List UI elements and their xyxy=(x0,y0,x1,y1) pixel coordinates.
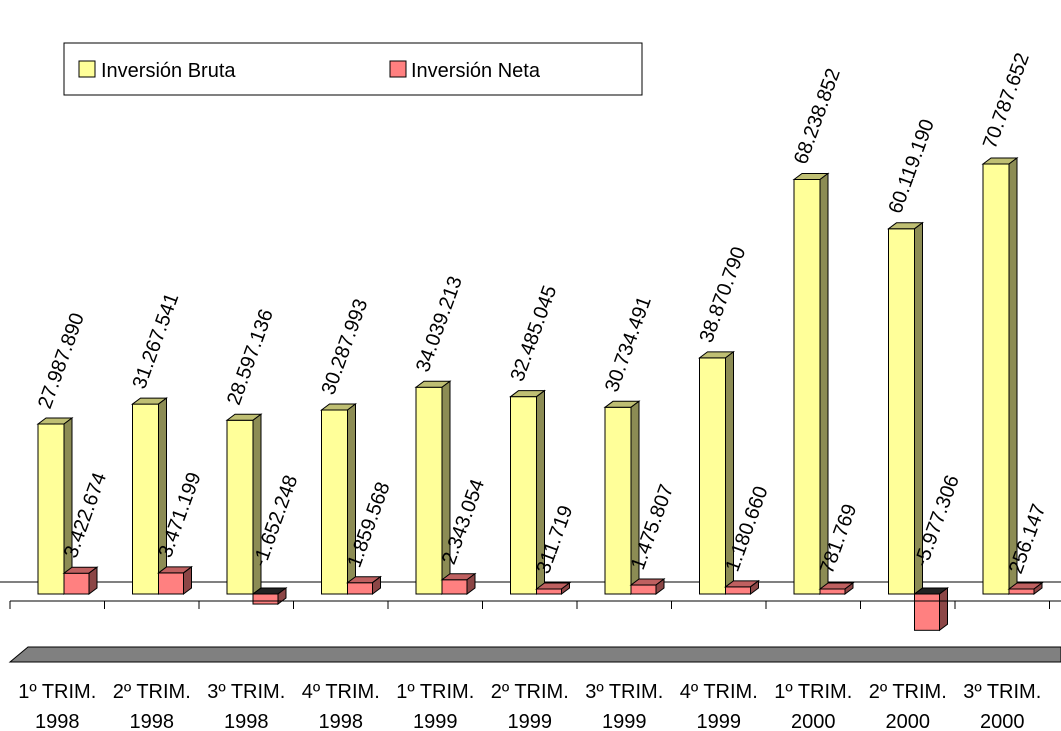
legend-box xyxy=(63,42,643,96)
bar-neta-4 xyxy=(440,572,477,595)
bar-neta-0 xyxy=(62,566,99,595)
x-tick-label-3: 4º TRIM. xyxy=(302,681,380,703)
value-label-bruta-9: 60.119.190 xyxy=(885,116,939,216)
x-tick-year-4: 1999 xyxy=(413,711,458,731)
bar-bruta-6 xyxy=(603,400,641,595)
bar-neta-6 xyxy=(629,578,666,595)
x-tick-label-5: 2º TRIM. xyxy=(491,681,569,703)
value-label-bruta-10: 70.787.652 xyxy=(979,50,1034,152)
floor-platform xyxy=(8,646,1061,663)
value-label-bruta-1: 31.267.541 xyxy=(129,290,184,392)
bar-neta-9 xyxy=(913,587,949,632)
legend-swatch-bruta xyxy=(78,60,96,78)
x-tick-year-9: 2000 xyxy=(886,711,931,731)
x-tick-year-0: 1998 xyxy=(35,711,80,731)
bar-bruta-8 xyxy=(792,172,830,595)
bar-neta-3 xyxy=(346,575,382,595)
x-tick-year-1: 1998 xyxy=(130,711,175,731)
value-label-bruta-3: 30.287.993 xyxy=(318,296,373,398)
x-tick-year-5: 1999 xyxy=(508,711,553,731)
x-tick-label-9: 2º TRIM. xyxy=(869,681,947,703)
bar-neta-8 xyxy=(818,582,855,595)
bar-neta-7 xyxy=(724,579,760,595)
value-label-bruta-2: 28.597.136 xyxy=(223,306,278,408)
legend: Inversión Bruta Inversión Neta xyxy=(63,42,643,96)
bar-bruta-3 xyxy=(320,403,357,595)
bar-bruta-2 xyxy=(225,413,263,595)
legend-swatch-neta xyxy=(389,60,407,78)
x-axis: 1º TRIM. 1998 2º TRIM. 1998 3º TRIM. 1998 4º T… xyxy=(9,600,1061,731)
bar-bruta-0 xyxy=(36,416,74,595)
x-tick-label-1: 2º TRIM. xyxy=(113,681,191,703)
legend-label-bruta: Inversión Bruta xyxy=(101,60,236,82)
x-tick-year-10: 2000 xyxy=(980,711,1025,731)
value-label-bruta-4: 34.039.213 xyxy=(412,273,467,375)
value-label-bruta-6: 30.734.491 xyxy=(601,293,656,395)
x-tick-label-0: 1º TRIM. xyxy=(18,681,96,703)
x-tick-year-8: 2000 xyxy=(791,711,836,731)
value-label-bruta-0: 27.987.890 xyxy=(34,310,89,412)
x-tick-label-4: 1º TRIM. xyxy=(396,681,474,703)
bar-series xyxy=(36,157,1044,632)
x-tick-label-8: 1º TRIM. xyxy=(774,681,852,703)
x-tick-year-7: 1999 xyxy=(697,711,742,731)
x-tick-label-7: 4º TRIM. xyxy=(680,681,758,703)
x-tick-year-6: 1999 xyxy=(602,711,647,731)
x-tick-label-10: 3º TRIM. xyxy=(963,681,1041,703)
bar-bruta-4 xyxy=(414,380,452,595)
bar-bruta-1 xyxy=(131,397,168,595)
bar-bruta-9 xyxy=(887,221,924,595)
value-label-bruta-8: 68.238.852 xyxy=(790,66,845,168)
bar-neta-1 xyxy=(157,565,193,595)
legend-label-neta: Inversión Neta xyxy=(411,60,541,82)
bar-bruta-7 xyxy=(698,350,735,595)
x-tick-year-3: 1998 xyxy=(319,711,364,731)
bar-neta-2 xyxy=(251,587,288,606)
bar-bruta-10 xyxy=(981,157,1019,595)
x-tick-label-6: 3º TRIM. xyxy=(585,681,663,703)
bar-bruta-5 xyxy=(509,389,546,595)
bar-neta-10 xyxy=(1007,582,1044,595)
value-label-bruta-5: 32.485.045 xyxy=(507,283,562,385)
x-tick-year-2: 1998 xyxy=(224,711,269,731)
value-label-bruta-7: 38.870.790 xyxy=(696,244,751,346)
x-tick-label-2: 3º TRIM. xyxy=(207,681,285,703)
bar-neta-5 xyxy=(535,582,571,595)
